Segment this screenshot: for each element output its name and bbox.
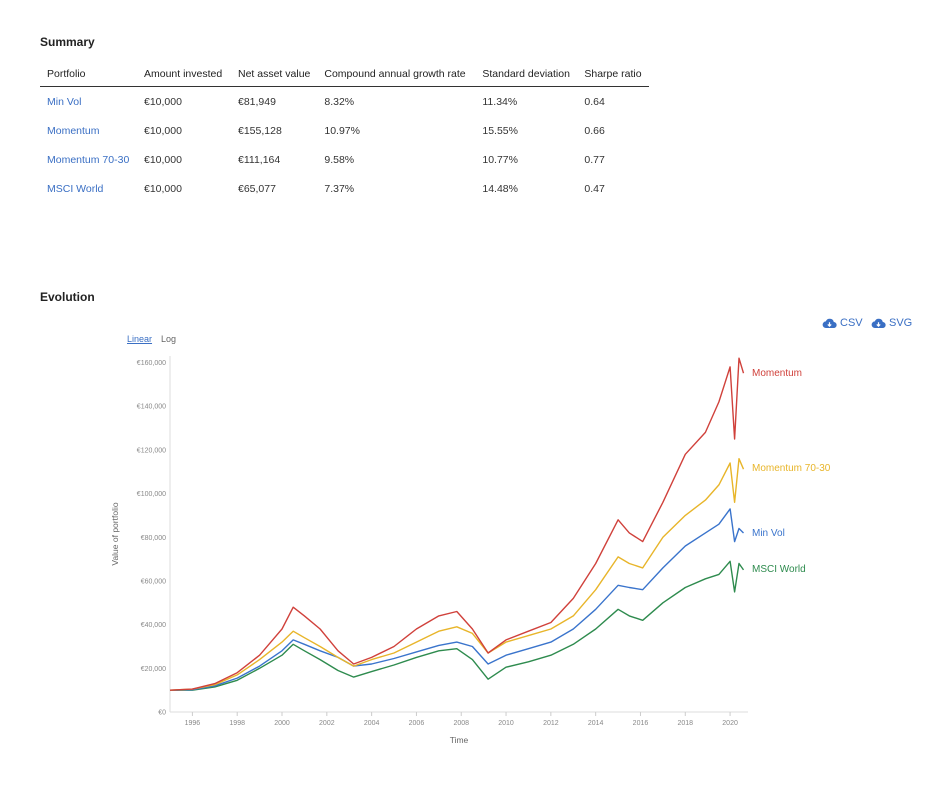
summary-table: Portfolio Amount invested Net asset valu… (40, 62, 649, 203)
amount-invested: €10,000 (144, 153, 182, 166)
x-tick-label: 2010 (498, 720, 514, 727)
portfolio-link[interactable]: Min Vol (47, 95, 82, 108)
amount-invested: €10,000 (144, 95, 182, 108)
sharpe-ratio: 0.64 (584, 95, 605, 108)
summary-header-row: Portfolio Amount invested Net asset valu… (40, 62, 649, 87)
cagr: 10.97% (324, 124, 360, 137)
col-amount-invested: Amount invested (137, 62, 231, 87)
y-tick-label: €0 (158, 710, 166, 717)
cagr: 7.37% (324, 182, 355, 195)
evolution-title: Evolution (40, 290, 95, 304)
download-csv-button[interactable]: CSV (822, 317, 863, 329)
series-line-msci-world[interactable] (170, 560, 745, 691)
x-tick-label: 1998 (229, 720, 245, 727)
series-label: MSCI World (752, 564, 806, 575)
std-dev: 14.48% (482, 182, 518, 195)
portfolio-link[interactable]: Momentum 70-30 (47, 153, 130, 166)
y-tick-label: €160,000 (137, 360, 166, 367)
x-tick-label: 2006 (409, 720, 425, 727)
download-csv-label: CSV (840, 317, 863, 329)
x-tick-label: 2016 (633, 720, 649, 727)
download-svg-label: SVG (889, 317, 913, 329)
x-tick-label: 2000 (274, 720, 290, 727)
table-row: MSCI World €10,000 €65,077 7.37% 14.48% … (40, 174, 649, 203)
series-labels: Momentum Momentum 70-30 Min Vol MSCI World (752, 368, 831, 575)
y-tick-label: €80,000 (141, 535, 166, 542)
series-label: Min Vol (752, 528, 785, 539)
y-axis: €0 €20,000 €40,000 €60,000 €80,000 €100,000 €1… (137, 356, 171, 717)
net-asset-value: €155,128 (238, 124, 282, 137)
y-tick-label: €60,000 (141, 578, 166, 585)
cloud-download-icon (871, 318, 886, 328)
std-dev: 15.55% (482, 124, 518, 137)
series-lines (169, 357, 745, 691)
std-dev: 10.77% (482, 153, 518, 166)
x-tick-label: 1996 (185, 720, 201, 727)
scale-linear-toggle[interactable]: Linear (127, 334, 153, 344)
sharpe-ratio: 0.66 (584, 124, 605, 137)
cagr: 9.58% (324, 153, 355, 166)
x-tick-label: 2014 (588, 720, 604, 727)
portfolio-link[interactable]: MSCI World (47, 182, 104, 195)
x-tick-label: 2012 (543, 720, 559, 727)
std-dev: 11.34% (482, 95, 518, 108)
y-tick-label: €100,000 (137, 491, 166, 498)
col-std-dev: Standard deviation (475, 62, 578, 87)
x-axis: 1996 1998 2000 2002 2004 2006 2008 2010 2012 2014… (170, 711, 748, 727)
y-tick-label: €140,000 (137, 404, 166, 411)
download-svg-button[interactable]: SVG (871, 317, 912, 329)
net-asset-value: €81,949 (238, 95, 276, 108)
scale-log-toggle[interactable]: Log (161, 334, 177, 344)
x-tick-label: 2008 (453, 720, 469, 727)
sharpe-ratio: 0.77 (584, 153, 605, 166)
x-tick-label: 2018 (677, 720, 693, 727)
x-tick-label: 2004 (364, 720, 380, 727)
table-row: Momentum 70-30 €10,000 €111,164 9.58% 10… (40, 145, 649, 174)
series-line-momentum-70-30[interactable] (169, 458, 745, 691)
portfolio-link[interactable]: Momentum (47, 124, 100, 137)
cloud-download-icon (822, 318, 837, 328)
col-cagr: Compound annual growth rate (317, 62, 476, 87)
net-asset-value: €111,164 (238, 153, 281, 166)
y-tick-label: €120,000 (137, 447, 166, 454)
y-axis-title: Value of portfolio (110, 502, 120, 565)
series-label: Momentum (752, 368, 802, 379)
sharpe-ratio: 0.47 (584, 182, 605, 195)
net-asset-value: €65,077 (238, 182, 276, 195)
amount-invested: €10,000 (144, 182, 182, 195)
amount-invested: €10,000 (144, 124, 182, 137)
col-sharpe: Sharpe ratio (577, 62, 649, 87)
x-axis-title: Time (450, 735, 469, 745)
series-line-min-vol[interactable] (169, 508, 744, 691)
cagr: 8.32% (324, 95, 355, 108)
series-label: Momentum 70-30 (752, 463, 831, 474)
col-portfolio: Portfolio (40, 62, 137, 87)
series-line-momentum[interactable] (169, 357, 745, 691)
summary-title: Summary (40, 35, 95, 49)
x-tick-label: 2020 (722, 720, 738, 727)
table-row: Momentum €10,000 €155,128 10.97% 15.55% … (40, 116, 649, 145)
x-tick-label: 2002 (319, 720, 335, 727)
y-tick-label: €40,000 (141, 622, 166, 629)
y-tick-label: €20,000 (141, 666, 166, 673)
table-row: Min Vol €10,000 €81,949 8.32% 11.34% 0.6… (40, 87, 649, 117)
col-net-asset-value: Net asset value (231, 62, 318, 87)
